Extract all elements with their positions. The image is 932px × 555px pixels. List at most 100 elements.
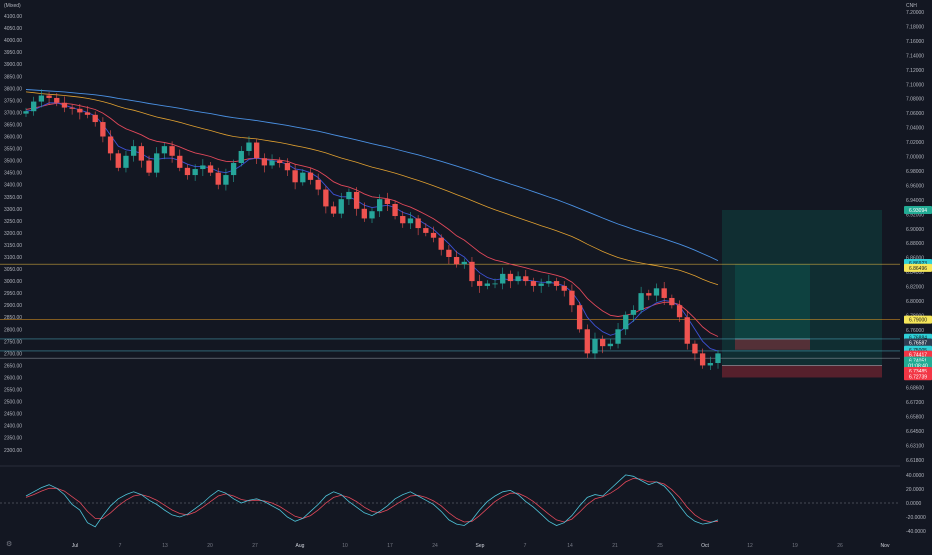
right-tick-label: 7.20000	[906, 10, 924, 16]
left-tick-label: 3750.00	[4, 98, 22, 104]
candle-body	[515, 276, 521, 282]
left-tick-label: 4050.00	[4, 26, 22, 32]
right-tick-label: 7.16000	[906, 39, 924, 45]
left-tick-label: 3850.00	[4, 74, 22, 80]
right-tick-label: 7.04000	[906, 126, 924, 132]
left-tick-label: 3700.00	[4, 110, 22, 116]
long-position-profit-zone	[722, 210, 882, 366]
ma-long-line	[25, 89, 719, 262]
right-tick-label: 6.68600	[906, 386, 924, 392]
left-tick-label: 3800.00	[4, 86, 22, 92]
oscillator-pane	[0, 474, 900, 528]
candle-body	[54, 97, 60, 103]
candle-body	[430, 232, 437, 238]
candle-body	[330, 206, 337, 214]
settings-gear-icon[interactable]: ⚙	[6, 540, 12, 548]
candle-body	[146, 160, 152, 173]
x-tick-label: Aug	[296, 543, 305, 549]
left-tick-label: 3250.00	[4, 219, 22, 225]
candle-body	[300, 172, 306, 183]
candle-body	[546, 281, 552, 284]
oscillator-tick-label: -20.0000	[906, 515, 926, 521]
candle-body	[361, 208, 367, 219]
candle-body	[46, 95, 52, 98]
price-labels: 6.930946.869236.864966.790006.768846.765…	[904, 206, 932, 381]
left-axis-label: (Mixed)	[4, 3, 21, 9]
candle-body	[584, 329, 590, 354]
left-tick-label: 2300.00	[4, 448, 22, 454]
candle-body	[530, 281, 537, 286]
candle-body	[177, 155, 183, 168]
left-tick-label: 3100.00	[4, 255, 22, 261]
left-tick-label: 2600.00	[4, 375, 22, 381]
left-tick-label: 3150.00	[4, 243, 22, 249]
price-label-text: 6.74417	[909, 353, 927, 359]
right-tick-label: 7.14000	[906, 53, 924, 59]
price-label-bg	[904, 263, 932, 272]
price-label-bg	[904, 372, 932, 381]
right-tick-label: 6.96000	[906, 183, 924, 189]
candle-body	[600, 338, 606, 347]
candle-body	[246, 142, 252, 151]
right-tick-label: 7.18000	[906, 24, 924, 30]
price-label-text: 6.93094	[909, 208, 927, 214]
candle-body	[384, 199, 391, 204]
x-tick-label: 7	[119, 543, 122, 549]
x-tick-label: 17	[387, 543, 393, 549]
candle-body	[161, 146, 168, 154]
candle-body	[684, 317, 690, 344]
candle-body	[492, 283, 498, 285]
candle-body	[553, 281, 560, 286]
candle-body	[392, 203, 398, 217]
candle-body	[569, 290, 575, 306]
long-position-loss-zone	[722, 365, 882, 378]
oscillator-tick-label: 40.0000	[906, 473, 924, 479]
candle-body	[507, 273, 514, 282]
candle-body	[630, 310, 637, 315]
oscillator-tick-label: 20.0000	[906, 487, 924, 493]
candle-body	[400, 216, 406, 224]
x-tick-label: 10	[342, 543, 348, 549]
candle-body	[92, 114, 98, 123]
price-label-text: 6.76587	[909, 341, 927, 347]
x-tick-label: Jul	[72, 543, 78, 549]
candle-body	[200, 165, 206, 170]
x-tick-label: 25	[657, 543, 663, 549]
candle-body	[576, 305, 583, 330]
candle-body	[169, 146, 175, 156]
candle-body	[346, 191, 352, 200]
right-tick-label: 6.63100	[906, 444, 924, 450]
right-tick-label: 6.76000	[906, 328, 924, 334]
candle-body	[607, 343, 614, 347]
price-label-text: 6.73485	[909, 369, 927, 375]
candle-body	[69, 107, 75, 109]
candle-body	[130, 146, 137, 156]
right-tick-label: 6.67200	[906, 400, 924, 406]
candle-body	[338, 199, 344, 214]
candle-body	[692, 343, 698, 354]
candle-body	[23, 111, 29, 114]
candle-body	[469, 261, 475, 282]
candle-body	[353, 191, 360, 209]
candle-body	[254, 142, 260, 159]
x-tick-label: 7	[524, 543, 527, 549]
position-tools[interactable]	[722, 210, 882, 378]
horizontal-lines[interactable]	[0, 263, 900, 359]
candle-body	[538, 283, 544, 286]
x-tick-label: 12	[747, 543, 753, 549]
oscillator-axis-ticks: 40.0000 20.0000 0.0000 -20.0000 -40.0000	[906, 473, 926, 535]
candle-body	[61, 102, 68, 108]
right-tick-label: 6.65800	[906, 415, 924, 421]
left-tick-label: 2700.00	[4, 351, 22, 357]
candle-body	[369, 211, 375, 219]
right-tick-label: 6.82000	[906, 285, 924, 291]
left-tick-label: 3650.00	[4, 122, 22, 128]
left-tick-label: 3450.00	[4, 171, 22, 177]
left-tick-label: 3400.00	[4, 183, 22, 189]
left-tick-label: 3950.00	[4, 50, 22, 56]
candle-body	[38, 95, 45, 102]
right-tick-label: 6.84000	[906, 270, 924, 276]
price-label-text: 6.72739	[909, 374, 927, 380]
candle-body	[446, 249, 452, 257]
